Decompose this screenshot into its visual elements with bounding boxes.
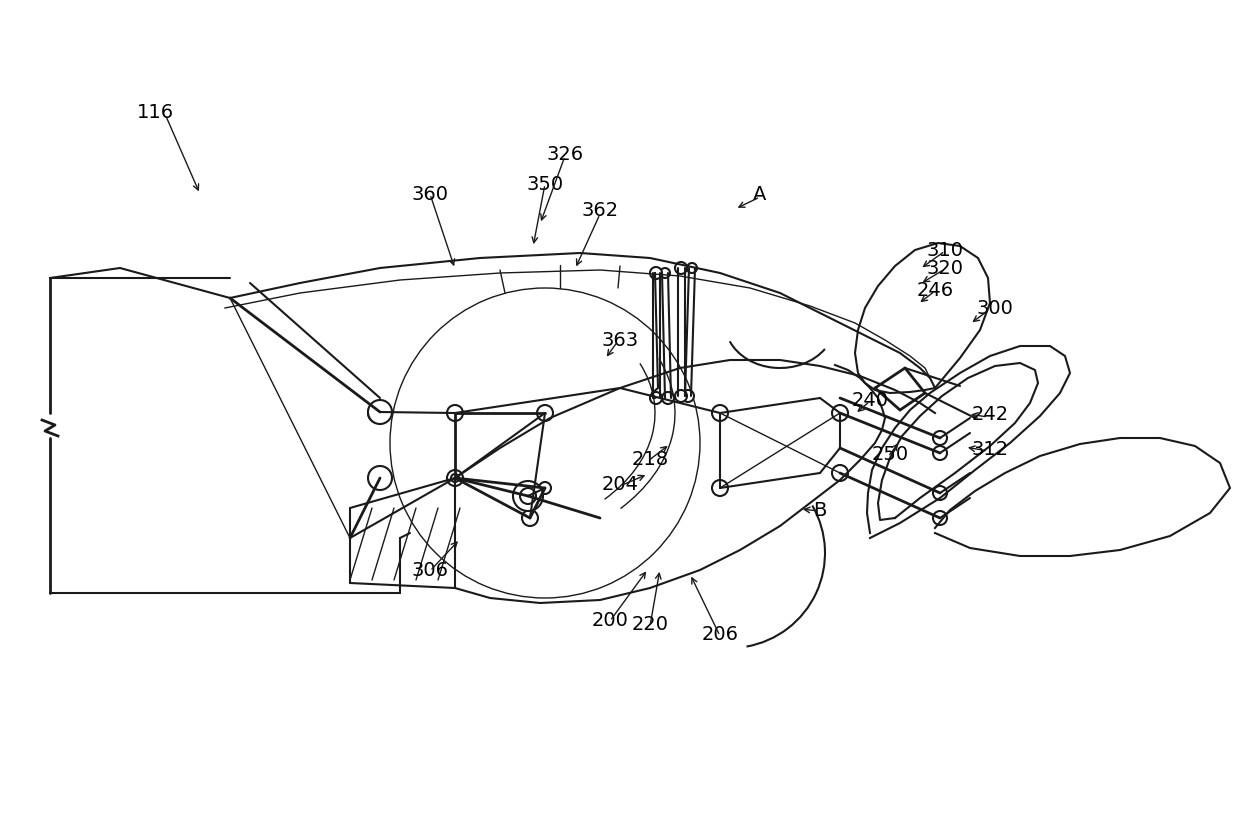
Circle shape [650,267,662,280]
Circle shape [662,392,675,405]
Text: 363: 363 [601,330,639,349]
Circle shape [368,466,392,490]
Circle shape [446,470,463,486]
Circle shape [832,406,848,421]
Text: 204: 204 [601,475,639,494]
Text: 350: 350 [527,176,563,195]
Circle shape [932,446,947,460]
Circle shape [451,474,459,483]
Text: 326: 326 [547,146,584,164]
Circle shape [682,391,694,402]
Text: B: B [813,500,827,519]
Text: 362: 362 [582,200,619,219]
Circle shape [932,486,947,500]
Circle shape [675,391,687,402]
Text: 312: 312 [971,440,1008,459]
Circle shape [522,510,538,527]
Text: 306: 306 [412,560,449,579]
Circle shape [832,465,848,481]
Text: 116: 116 [136,103,174,122]
Circle shape [370,470,386,486]
Circle shape [446,406,463,421]
Circle shape [368,403,388,423]
Text: 310: 310 [926,240,963,259]
Text: 360: 360 [412,185,449,205]
Text: 218: 218 [631,450,668,469]
Text: 246: 246 [916,280,954,299]
Circle shape [712,406,728,421]
Text: 220: 220 [631,614,668,633]
Circle shape [675,262,687,275]
Text: 300: 300 [977,298,1013,317]
Circle shape [539,483,551,494]
Text: 200: 200 [591,609,629,628]
Circle shape [537,406,553,421]
Circle shape [712,480,728,497]
Text: 320: 320 [926,258,963,277]
Text: 250: 250 [872,445,909,464]
Text: A: A [754,185,766,205]
Circle shape [932,431,947,445]
Text: 206: 206 [702,625,739,643]
Circle shape [513,481,543,512]
Circle shape [650,392,662,405]
Circle shape [932,512,947,525]
Text: 240: 240 [852,390,889,409]
Circle shape [368,401,392,425]
Text: 242: 242 [971,405,1008,424]
